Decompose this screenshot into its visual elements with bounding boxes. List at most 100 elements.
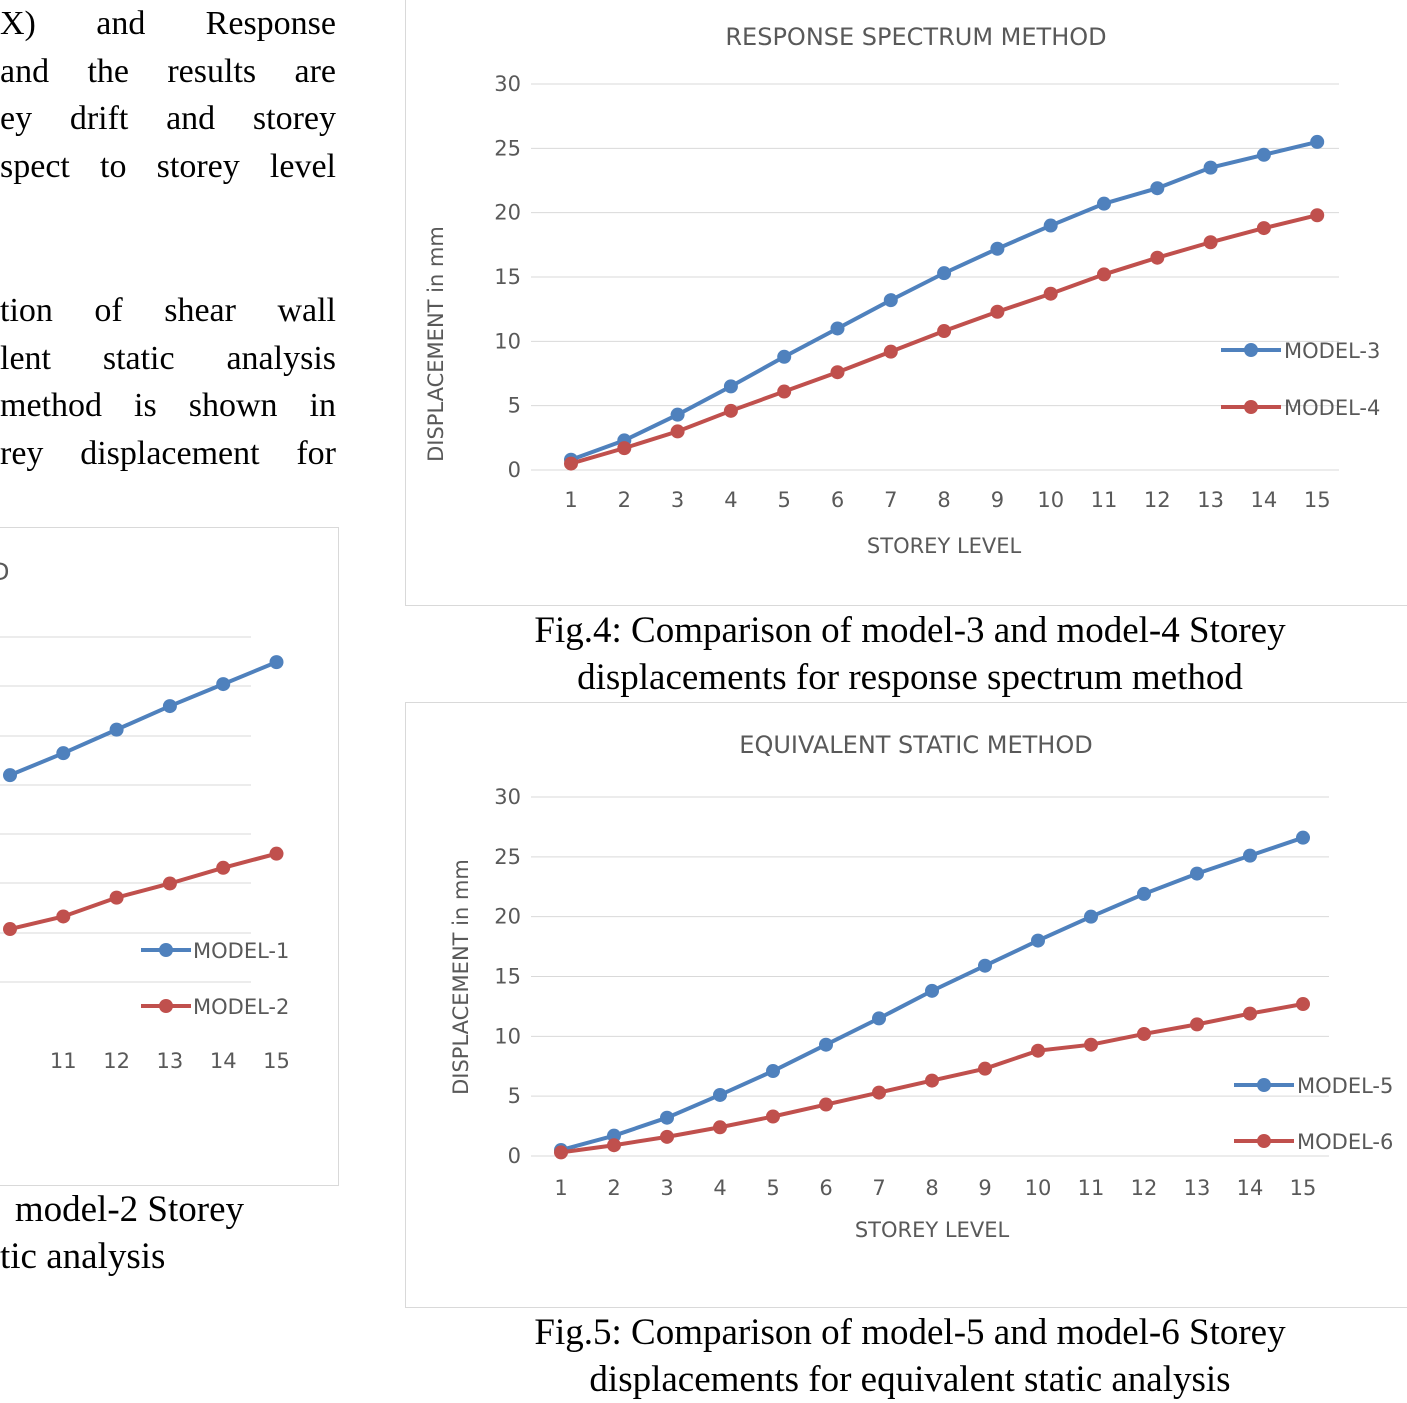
legend-marker bbox=[1257, 1078, 1271, 1092]
data-point-model-4 bbox=[937, 324, 952, 339]
data-point-model-4 bbox=[1043, 286, 1058, 301]
x-axis-label: STOREY LEVEL bbox=[855, 1218, 1010, 1242]
fig4-caption-line-2: displacements for response spectrum meth… bbox=[577, 657, 1243, 698]
fig3-caption-line-2: tic analysis bbox=[0, 1236, 166, 1277]
data-point-model-6 bbox=[872, 1085, 886, 1100]
data-point-model-4 bbox=[617, 441, 632, 456]
x-tick-label: 7 bbox=[872, 1176, 885, 1200]
data-point-model-6 bbox=[607, 1138, 621, 1153]
legend-label: MODEL-6 bbox=[1297, 1130, 1393, 1154]
data-point-model-4 bbox=[1256, 221, 1271, 236]
y-tick-label: 25 bbox=[494, 136, 521, 160]
x-tick-label: 9 bbox=[991, 488, 1004, 512]
y-tick-label: 10 bbox=[494, 1024, 521, 1048]
data-point-model-5 bbox=[1084, 909, 1098, 924]
x-tick-label: 3 bbox=[671, 488, 684, 512]
data-point-model-5 bbox=[1296, 830, 1310, 845]
series-line-model-2 bbox=[9, 851, 278, 931]
chart-response-spectrum: RESPONSE SPECTRUM METHOD 0 5 10 15 20 25 30 DISP… bbox=[405, 0, 1407, 606]
data-point-model-6 bbox=[978, 1061, 992, 1076]
paragraph-1-line: X) and Response bbox=[0, 5, 336, 42]
chart-title: RESPONSE SPECTRUM METHOD bbox=[725, 23, 1106, 51]
data-point-model-3 bbox=[937, 266, 952, 281]
x-tick-label: 13 bbox=[1184, 1176, 1211, 1200]
legend-marker bbox=[1244, 343, 1258, 357]
data-point-model-3 bbox=[1203, 160, 1218, 175]
paragraph-2-line: tion of shear wall bbox=[0, 292, 336, 329]
y-tick-label: 15 bbox=[494, 265, 521, 289]
x-tick-label: 7 bbox=[884, 488, 897, 512]
y-tick-label: 0 bbox=[508, 458, 521, 482]
paragraph-2-line: lent static analysis bbox=[0, 339, 336, 377]
data-point-model-6 bbox=[1296, 997, 1310, 1012]
data-point-model-3 bbox=[990, 241, 1005, 256]
legend-label: MODEL-4 bbox=[1284, 396, 1380, 420]
data-point-model-5 bbox=[1031, 933, 1045, 948]
data-point-model-6 bbox=[1031, 1043, 1045, 1058]
x-tick-label: 12 bbox=[1144, 488, 1171, 512]
legend-label: MODEL-2 bbox=[193, 995, 289, 1019]
data-point-model-1 bbox=[269, 655, 284, 670]
data-point-model-3 bbox=[723, 379, 738, 394]
data-point-model-3 bbox=[1150, 181, 1165, 196]
fig3-caption-line-1: model-2 Storey bbox=[14, 1189, 244, 1230]
data-point-model-1 bbox=[109, 722, 124, 737]
data-point-model-5 bbox=[819, 1037, 833, 1052]
data-point-model-3 bbox=[1310, 134, 1325, 149]
data-point-model-6 bbox=[1137, 1026, 1151, 1041]
data-point-model-6 bbox=[554, 1145, 568, 1160]
data-point-model-5 bbox=[872, 1011, 886, 1026]
x-tick-label: 5 bbox=[778, 488, 791, 512]
data-point-model-1 bbox=[162, 699, 177, 714]
fig3-caption: model-2 Storey tic analysis bbox=[0, 1186, 244, 1280]
data-point-model-5 bbox=[713, 1087, 727, 1102]
legend-marker bbox=[1244, 400, 1258, 414]
data-point-model-6 bbox=[713, 1120, 727, 1135]
x-tick-label: 1 bbox=[564, 488, 577, 512]
chart-title: EQUIVALENT STATIC METHOD bbox=[739, 731, 1092, 759]
x-tick-label: 11 bbox=[1078, 1176, 1105, 1200]
y-tick-label: 15 bbox=[494, 965, 521, 989]
legend-label: MODEL-3 bbox=[1284, 339, 1380, 363]
data-point-model-6 bbox=[925, 1073, 939, 1088]
data-point-model-3 bbox=[883, 293, 898, 308]
y-tick-label: 30 bbox=[494, 72, 521, 96]
y-axis-label: DISPLACEMENT in mm bbox=[449, 859, 473, 1095]
x-tick-label: 15 bbox=[1290, 1176, 1317, 1200]
y-tick-label: 0 bbox=[508, 1144, 521, 1168]
x-tick-label: 11 bbox=[1091, 488, 1118, 512]
x-tick-label: 12 bbox=[1131, 1176, 1158, 1200]
data-point-model-4 bbox=[1310, 208, 1325, 223]
data-point-model-2 bbox=[216, 860, 231, 875]
x-tick-label: 12 bbox=[103, 1049, 130, 1073]
x-tick-label: 10 bbox=[1037, 488, 1064, 512]
legend-label: MODEL-5 bbox=[1297, 1074, 1393, 1098]
x-tick-label: 5 bbox=[766, 1176, 779, 1200]
data-point-model-3 bbox=[1256, 147, 1271, 162]
x-tick-label: 6 bbox=[831, 488, 844, 512]
data-point-model-5 bbox=[1243, 848, 1257, 863]
data-point-model-6 bbox=[1084, 1037, 1098, 1052]
data-point-model-6 bbox=[819, 1097, 833, 1112]
data-point-model-1 bbox=[3, 768, 17, 783]
x-tick-label: 13 bbox=[157, 1049, 184, 1073]
legend-label: MODEL-1 bbox=[193, 939, 289, 963]
data-point-model-2 bbox=[162, 876, 177, 891]
data-point-model-1 bbox=[216, 677, 231, 692]
x-tick-label: 14 bbox=[1251, 488, 1278, 512]
data-point-model-4 bbox=[777, 384, 792, 399]
chart-response-spectrum-svg: RESPONSE SPECTRUM METHOD051015202530DISP… bbox=[424, 23, 1380, 558]
x-tick-label: 10 bbox=[1025, 1176, 1052, 1200]
x-tick-label: 11 bbox=[50, 1049, 77, 1073]
x-tick-label: 8 bbox=[925, 1176, 938, 1200]
y-tick-label: 20 bbox=[494, 201, 521, 225]
fig5-caption-line-1: Fig.5: Comparison of model-5 and model-6… bbox=[534, 1312, 1286, 1353]
chart-equivalent-static: EQUIVALENT STATIC METHOD 0 5 10 15 20 25 30 DISP… bbox=[405, 702, 1407, 1308]
data-point-model-2 bbox=[109, 890, 124, 905]
paragraph-1-line: spect to storey level bbox=[0, 147, 336, 185]
x-tick-label: 4 bbox=[713, 1176, 726, 1200]
data-point-model-2 bbox=[269, 846, 284, 861]
x-tick-label: 13 bbox=[1197, 488, 1224, 512]
chart-model-1-2-svg: D 11 12 13 14 15 MODEL-1 MODEL-2 bbox=[0, 558, 290, 1073]
y-tick-label: 10 bbox=[494, 329, 521, 353]
